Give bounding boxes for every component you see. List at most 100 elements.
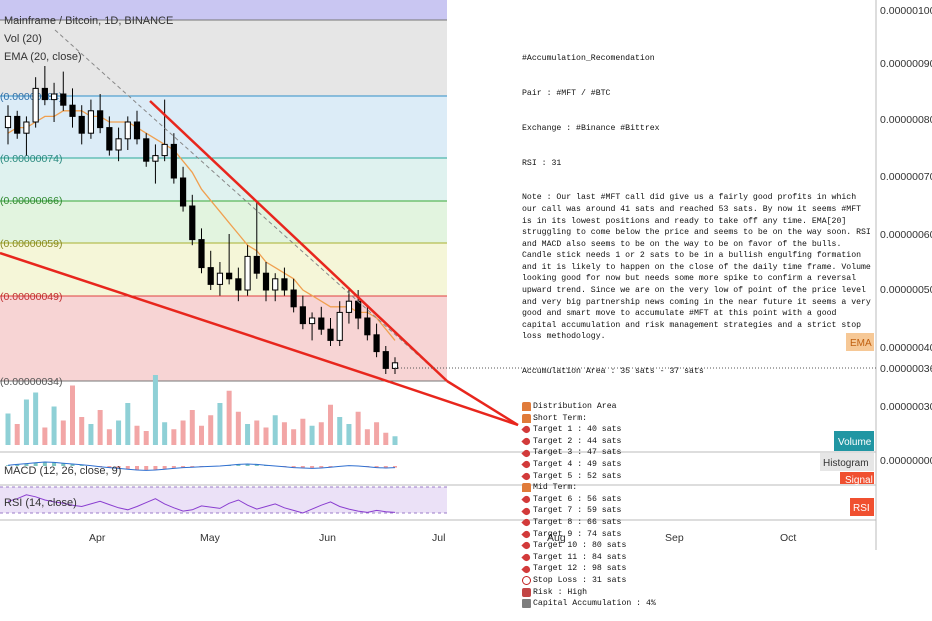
note-item-label: Stop Loss : 31 sats (533, 575, 626, 587)
time-label-apr: Apr (89, 532, 106, 544)
volume-bar (273, 415, 278, 445)
note-item: Target 11 : 84 sats (522, 552, 874, 564)
note-item-label: Target 5 : 52 sats (533, 471, 621, 483)
note-header-3: Exchange : #Binance #Bittrex (522, 123, 874, 135)
volume-bar (88, 424, 93, 445)
volume-bar (98, 410, 103, 445)
note-item-label: Target 12 : 98 sats (533, 563, 626, 575)
note-item: Target 9 : 74 sats (522, 529, 874, 541)
note-item: Target 5 : 52 sats (522, 471, 874, 483)
volume-bar (393, 436, 398, 445)
stop-icon (522, 576, 531, 585)
note-accumulation: Accumulation Area : 35 sats - 37 sats (522, 366, 874, 378)
rocket-icon (521, 518, 531, 528)
volume-bar (15, 424, 20, 445)
volume-bar (6, 414, 11, 446)
home-icon (522, 414, 531, 423)
price-label-60: 0.00000060 (880, 229, 932, 241)
analysis-note: #Accumulation_Recomendation Pair : #MFT … (522, 30, 874, 621)
price-label-90: 0.00000090 (880, 58, 932, 70)
price-label-40: 0.00000040 (880, 342, 932, 354)
fib-band-blue (0, 96, 447, 158)
volume-bar (365, 429, 370, 445)
note-item-label: Capital Accumulation : 4% (533, 598, 656, 610)
note-item: Short Term: (522, 413, 874, 425)
note-item-label: Distribution Area (533, 401, 617, 413)
rsi-legend: RSI (14, close) (4, 497, 77, 509)
note-header-4: RSI : 31 (522, 158, 874, 170)
volume-bar (162, 422, 167, 445)
volume-legend: Vol (20) (4, 33, 42, 45)
note-header-1: #Accumulation_Recomendation (522, 53, 874, 65)
volume-bar (254, 421, 259, 446)
lock-icon (522, 588, 531, 597)
note-item-label: Target 6 : 56 sats (533, 494, 621, 506)
rocket-icon (521, 506, 531, 516)
note-item: Target 1 : 40 sats (522, 424, 874, 436)
time-label-may: May (200, 532, 221, 544)
note-item-label: Risk : High (533, 587, 587, 599)
note-header-2: Pair : #MFT / #BTC (522, 88, 874, 100)
note-item: Risk : High (522, 587, 874, 599)
fib-label-49: (0.00000049) (0, 291, 62, 303)
note-item: Distribution Area (522, 401, 874, 413)
note-item: Mid Term: (522, 482, 874, 494)
volume-bar (217, 403, 222, 445)
volume-bar (144, 431, 149, 445)
volume-bar (236, 412, 241, 445)
volume-bar (319, 422, 324, 445)
volume-bar (199, 426, 204, 445)
time-label-jul: Jul (432, 532, 445, 544)
note-item-label: Target 2 : 44 sats (533, 436, 621, 448)
note-item-label: Target 3 : 47 sats (533, 447, 621, 459)
note-item-label: Target 1 : 40 sats (533, 424, 621, 436)
volume-bar (107, 429, 112, 445)
note-item-label: Mid Term: (533, 482, 577, 494)
fib-label-34: (0.00000034) (0, 376, 62, 388)
calc-icon (522, 599, 531, 608)
volume-bar (42, 428, 47, 446)
note-item-label: Target 9 : 74 sats (533, 529, 621, 541)
macd-legend: MACD (12, 26, close, 9) (4, 465, 121, 477)
note-item: Stop Loss : 31 sats (522, 575, 874, 587)
volume-bar (33, 393, 38, 446)
fib-label-59: (0.00000059) (0, 238, 62, 250)
volume-bar (245, 424, 250, 445)
volume-bar (383, 433, 388, 445)
note-item: Target 8 : 66 sats (522, 517, 874, 529)
rocket-icon (521, 552, 531, 562)
price-label-36: 0.00000036 (880, 363, 932, 375)
fib-band-teal (0, 158, 447, 201)
price-label-30: 0.00000030 (880, 401, 932, 413)
volume-bar (227, 391, 232, 445)
price-label-100: 0.00000100 (880, 5, 932, 17)
note-item: Target 7 : 59 sats (522, 505, 874, 517)
volume-bar (310, 426, 315, 445)
volume-bar (337, 417, 342, 445)
note-item-label: Target 7 : 59 sats (533, 505, 621, 517)
volume-bar (208, 415, 213, 445)
home-icon (522, 483, 531, 492)
volume-bar (181, 421, 186, 446)
note-item-label: Short Term: (533, 413, 587, 425)
fib-band-green (0, 201, 447, 243)
volume-bar (190, 410, 195, 445)
fib-band-yellow (0, 243, 447, 296)
note-item: Target 2 : 44 sats (522, 436, 874, 448)
rocket-icon (521, 541, 531, 551)
fib-label-66: (0.00000066) (0, 195, 62, 207)
volume-bar (374, 422, 379, 445)
note-item: Target 4 : 49 sats (522, 459, 874, 471)
price-label-50: 0.00000050 (880, 284, 932, 296)
volume-bar (135, 426, 140, 445)
time-label-jun: Jun (319, 532, 336, 544)
rocket-icon (521, 564, 531, 574)
home-icon (522, 402, 531, 411)
rocket-icon (521, 460, 531, 470)
volume-bar (328, 405, 333, 445)
note-item: Target 6 : 56 sats (522, 494, 874, 506)
volume-bar (70, 386, 75, 446)
fib-label-74: (0.00000074) (0, 153, 62, 165)
volume-bar (264, 428, 269, 446)
